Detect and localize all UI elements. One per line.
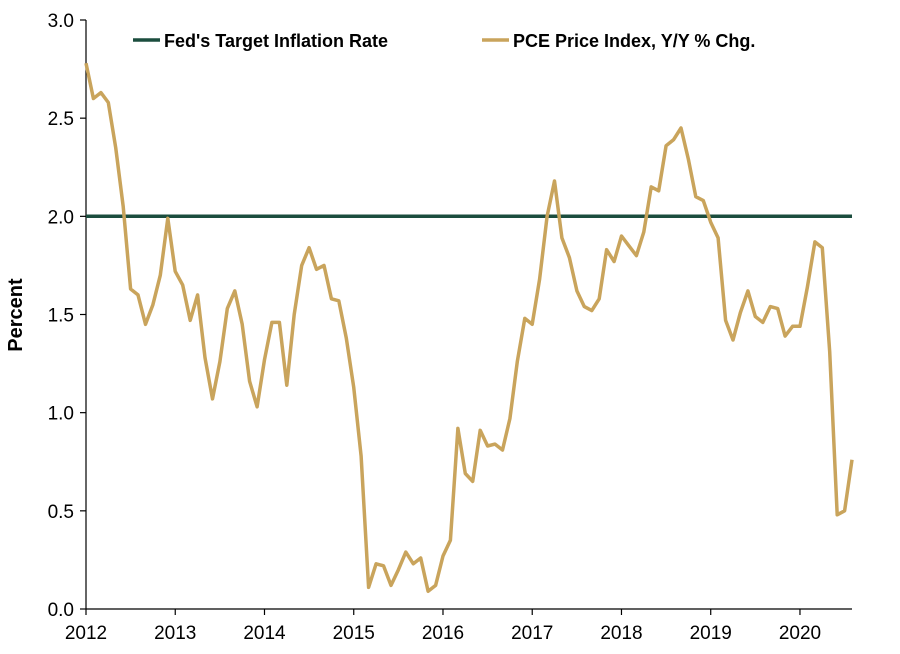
y-tick-label: 0.5: [48, 502, 74, 523]
x-tick-label: 2013: [154, 623, 196, 644]
legend-label-1: PCE Price Index, Y/Y % Chg.: [513, 31, 755, 51]
x-tick-label: 2017: [511, 623, 553, 644]
x-tick-label: 2012: [65, 623, 107, 644]
x-tick-label: 2016: [422, 623, 464, 644]
x-tick-label: 2015: [333, 623, 375, 644]
y-axis-label: Percent: [5, 278, 27, 352]
series-layer: [84, 62, 854, 594]
y-tick-label: 3.0: [48, 11, 74, 32]
x-tick-label: 2019: [690, 623, 732, 644]
series-line-1: [84, 62, 854, 594]
y-tick-label: 0.0: [48, 600, 74, 621]
x-tick-label: 2020: [779, 623, 821, 644]
x-tick-label: 2014: [243, 623, 286, 644]
x-ticks: 2012 2013 2014 2015 2016 2017 2018 2019 2020: [65, 609, 821, 644]
y-tick-label: 2.5: [48, 109, 74, 130]
y-tick-label: 1.0: [48, 404, 74, 425]
y-tick-label: 2.0: [48, 207, 74, 228]
y-tick-label: 1.5: [48, 306, 74, 327]
x-tick-label: 2018: [600, 623, 642, 644]
legend-label-0: Fed's Target Inflation Rate: [164, 31, 388, 51]
y-ticks: 0.0 0.5 1.0 1.5 2.0 2.5 3.0: [48, 11, 86, 621]
legend: Fed's Target Inflation Rate PCE Price Ind…: [133, 31, 755, 51]
